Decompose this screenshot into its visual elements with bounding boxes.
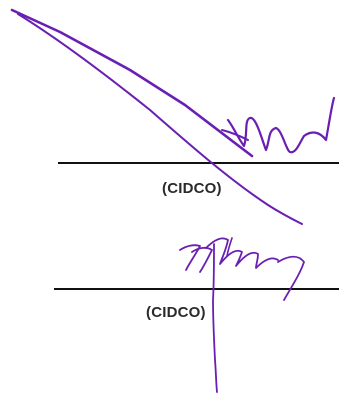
org-label-2: (CIDCO)	[146, 304, 206, 321]
signature-line-1	[58, 162, 339, 164]
signature-1	[10, 8, 336, 225]
org-label-1: (CIDCO)	[162, 180, 222, 197]
signature-line-2	[54, 288, 339, 290]
signature-2	[179, 237, 305, 393]
